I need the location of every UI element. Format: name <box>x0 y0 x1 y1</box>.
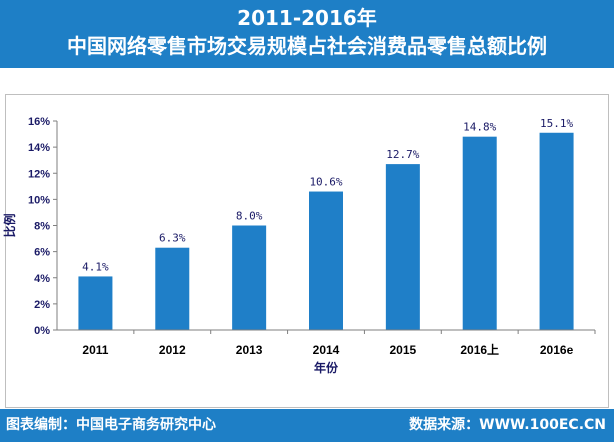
x-tick-label: 2012 <box>159 343 186 357</box>
plot-area-frame <box>5 94 609 408</box>
bar <box>78 276 113 330</box>
chart-title: 中国网络零售市场交易规模占社会消费品零售总额比例 <box>67 34 547 58</box>
x-tick-label: 2016上 <box>460 342 499 357</box>
y-axis-title: 比例 <box>2 213 17 237</box>
x-tick-label: 2013 <box>236 343 263 357</box>
bar <box>155 247 190 330</box>
x-tick-label: 2014 <box>313 343 340 357</box>
title-banner: 2011-2016年 中国网络零售市场交易规模占社会消费品零售总额比例 <box>0 0 614 68</box>
bar <box>309 191 343 330</box>
y-tick-label: 6% <box>34 247 50 259</box>
y-tick-label: 14% <box>28 142 50 154</box>
footer-banner: 图表编制：中国电子商务研究中心 数据来源：WWW.100EC.CN <box>0 409 614 442</box>
x-tick-label: 2011 <box>82 343 108 357</box>
bar <box>232 225 267 330</box>
footer-source: 数据来源：WWW.100EC.CN <box>409 417 606 433</box>
y-tick-label: 2% <box>34 299 50 311</box>
data-label: 8.0% <box>236 210 263 223</box>
y-tick-label: 0% <box>34 325 50 337</box>
y-tick-label: 8% <box>34 221 50 233</box>
data-label: 4.1% <box>82 260 109 273</box>
data-label: 15.1% <box>540 117 573 130</box>
bar-chart: 0% 2% 4% 6% 8% 10% 12% 14% 16% 4.1% 6.3% 8.0% 10.6%… <box>2 116 596 375</box>
bar <box>385 164 420 330</box>
footer-compiler: 图表编制：中国电子商务研究中心 <box>6 417 216 433</box>
data-label: 14.8% <box>463 121 496 134</box>
x-tick-label: 2016e <box>540 343 574 357</box>
y-tick-label: 12% <box>28 168 50 180</box>
x-tick-label: 2015 <box>390 343 417 357</box>
y-tick-label: 16% <box>28 116 50 128</box>
x-axis-title: 年份 <box>314 360 339 375</box>
y-tick-label: 4% <box>34 273 50 285</box>
data-label: 12.7% <box>386 148 419 161</box>
bar <box>539 132 574 330</box>
data-label: 6.3% <box>159 232 186 245</box>
y-tick-label: 10% <box>28 194 50 206</box>
bar <box>462 136 497 330</box>
chart-title-years: 2011-2016年 <box>237 6 377 30</box>
data-label: 10.6% <box>309 176 342 189</box>
